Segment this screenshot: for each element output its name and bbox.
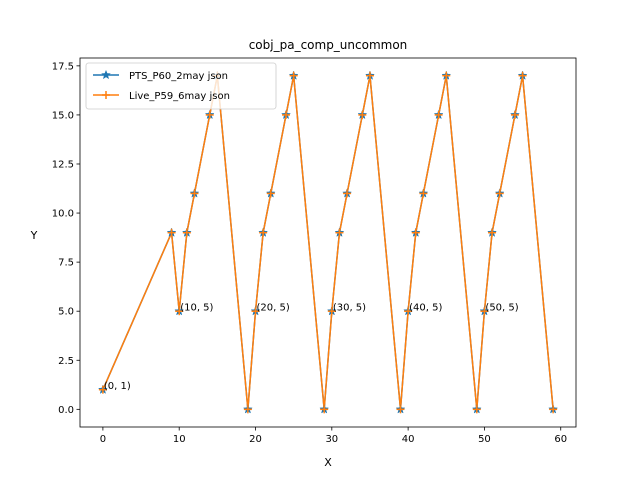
y-tick-label: 10.0: [52, 209, 74, 220]
series-line-2: [102, 74, 554, 411]
series-2-point: [419, 189, 428, 198]
legend-marker-2: [102, 91, 110, 99]
series-2-point: [404, 307, 413, 316]
legend-label-2: Live_P59_6may json: [129, 91, 230, 102]
series-2-point: [167, 228, 176, 237]
series-2-point: [396, 405, 405, 414]
point-annotation: (10, 5): [180, 303, 213, 314]
series-2-point: [251, 307, 260, 316]
y-tick-label: 5.0: [58, 307, 74, 318]
y-tick-label: 2.5: [58, 356, 74, 367]
series-2-point: [442, 71, 451, 80]
series-2-point: [320, 405, 329, 414]
y-axis-label: Y: [30, 229, 38, 242]
legend-box: [85, 62, 277, 110]
series-2-point: [259, 228, 268, 237]
legend-label-1: PTS_P60_2may json: [129, 71, 228, 82]
x-tick-label: 10: [173, 434, 186, 445]
axes-layer: 0 10 20 30 40 50 60 0.0 2.5 5.0 7.5 10.0 12.5 15.0 17.…: [52, 57, 577, 445]
series-2-point: [175, 307, 184, 316]
y-tick-label: 0.0: [58, 405, 74, 416]
x-tick-label: 60: [554, 434, 567, 445]
series-2-point: [289, 71, 298, 80]
chart-title: cobj_pa_comp_uncommon: [249, 38, 408, 52]
legend-marker-1: [101, 69, 111, 80]
series-2-point: [510, 110, 519, 119]
point-annotation: (50, 5): [485, 303, 518, 314]
point-annotation: (20, 5): [257, 303, 290, 314]
plot-frame: [79, 57, 577, 428]
series-2-point: [549, 405, 558, 414]
series-2-point: [411, 228, 420, 237]
series-2-point: [327, 307, 336, 316]
series-2-point: [182, 228, 191, 237]
series-2-point: [243, 405, 252, 414]
series-2-point: [205, 110, 214, 119]
point-annotation: (0, 1): [104, 381, 131, 392]
plot-layer: (0, 1) (10, 5) (20, 5) (30, 5) (40, 5) (50, 5…: [97, 70, 559, 414]
series-2-point: [472, 405, 481, 414]
y-tick-label: 7.5: [58, 258, 74, 269]
series-2-point: [488, 228, 497, 237]
series-2-point: [358, 110, 367, 119]
x-axis-label: X: [324, 456, 332, 469]
legend: PTS_P60_2may json Live_P59_6may json: [85, 62, 277, 110]
series-2-point: [282, 110, 291, 119]
x-tick-label: 20: [249, 434, 262, 445]
series-2-point: [365, 71, 374, 80]
point-annotation: (30, 5): [333, 303, 366, 314]
series-2-point: [266, 189, 275, 198]
series-2-point: [190, 189, 199, 198]
x-tick-label: 0: [100, 434, 106, 445]
series-2-point: [434, 110, 443, 119]
series-2-point: [518, 71, 527, 80]
y-tick-label: 12.5: [52, 159, 74, 170]
point-annotation: (40, 5): [409, 303, 442, 314]
y-tick-label: 17.5: [52, 61, 74, 72]
series-2-point: [480, 307, 489, 316]
series-2-point: [495, 189, 504, 198]
series-2-point: [343, 189, 352, 198]
y-tick-label: 15.0: [52, 110, 74, 121]
series-2-point: [335, 228, 344, 237]
x-tick-label: 50: [478, 434, 491, 445]
x-tick-label: 30: [325, 434, 338, 445]
series-2-point: [98, 385, 107, 394]
x-tick-label: 40: [402, 434, 415, 445]
